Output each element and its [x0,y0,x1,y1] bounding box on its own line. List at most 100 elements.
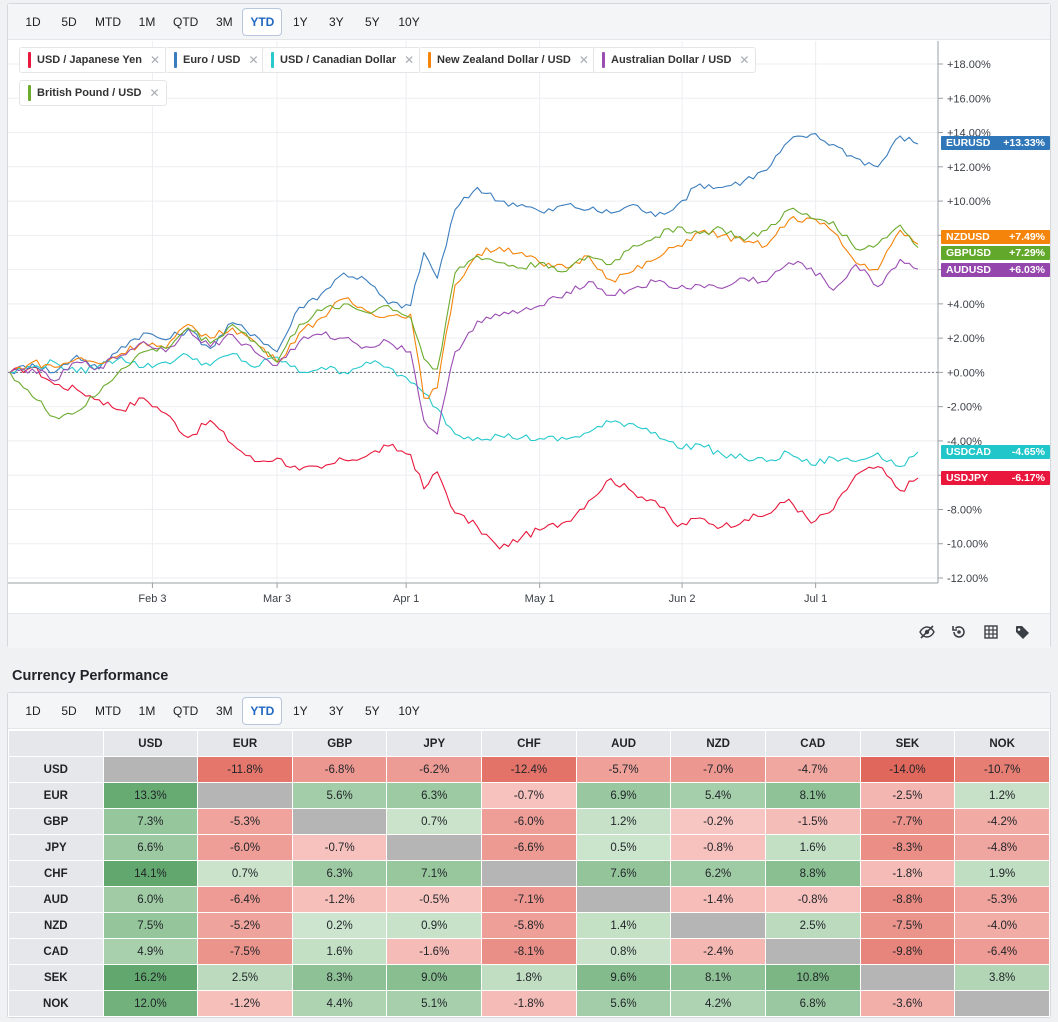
legend-item[interactable]: New Zealand Dollar / USD ✕ [419,47,596,73]
column-header[interactable]: USD [102,730,199,757]
table-cell: 10.8% [764,964,861,991]
table-range-qtd-button[interactable]: QTD [173,703,199,718]
row-header: EUR [8,782,104,809]
table-row: CAD 4.9% -7.5% 1.6% -1.6% -8.1% 0.8% -2.4% -9.8%… [8,938,1050,965]
table-range-selector: 1D 5D MTD 1M QTD 3M YTD 1Y 3Y 5Y 10Y [8,693,1050,729]
chart-range-3m-button[interactable]: 3M [216,14,233,29]
table-row: USD -11.8% -6.8% -6.2% -12.4% -5.7% -7.0% -4.7%… [8,756,1050,783]
legend-item[interactable]: British Pound / USD ✕ [19,80,167,106]
y-tick-label: +2.00% [947,333,985,345]
end-tag-code: USDCAD [946,446,991,458]
table-cell: -7.5% [197,938,293,965]
table-cell: 9.6% [575,964,672,991]
column-header[interactable]: NZD [670,730,766,757]
row-header: SEK [8,964,104,991]
chart-range-5y-button[interactable]: 5Y [365,14,380,29]
column-header[interactable]: JPY [386,730,483,757]
table-cell: 6.8% [764,990,861,1017]
chart-toolbar [8,613,1050,648]
legend-remove-icon[interactable]: ✕ [404,53,415,67]
chart-range-1y-button[interactable]: 1Y [293,14,308,29]
legend-remove-icon[interactable]: ✕ [739,53,750,67]
chart-series-group [9,133,919,550]
table-range-1y-button[interactable]: 1Y [293,703,308,718]
table-cell: -5.3% [197,808,293,835]
table-cell: -4.0% [954,912,1050,939]
end-tag-value: -4.65% [1011,446,1045,458]
table-cell: 1.6% [291,938,388,965]
legend-item[interactable]: Australian Dollar / USD ✕ [593,47,757,73]
legend-remove-icon[interactable]: ✕ [149,53,161,67]
series-line-eurusd[interactable] [9,133,919,375]
column-header[interactable]: NOK [954,730,1050,757]
series-line-audusd[interactable] [9,258,919,435]
series-line-usdjpy[interactable] [9,366,919,550]
table-cell: -2.5% [859,782,956,809]
table-cell: 0.7% [197,860,293,887]
chart-range-10y-button[interactable]: 10Y [398,14,420,29]
legend-swatch [174,52,177,68]
column-header[interactable]: CHF [481,730,577,757]
row-header: CHF [8,860,104,887]
hide-series-icon[interactable] [919,624,935,640]
end-tag-code: GBPUSD [946,247,991,259]
y-tick-label: +16.00% [947,93,991,105]
table-range-5d-button[interactable]: 5D [61,703,77,718]
table-cell-self [954,990,1050,1017]
chart-grid [8,41,938,583]
row-header: CAD [8,938,104,965]
chart-range-mtd-button[interactable]: MTD [95,14,121,29]
end-value-tag-nzdusd: NZDUSD +7.49% [941,230,1050,244]
legend-item[interactable]: USD / Canadian Dollar ✕ [262,47,422,73]
currency-performance-panel: 1D 5D MTD 1M QTD 3M YTD 1Y 3Y 5Y 10Y USD EUR GBP JPY C… [7,692,1051,1018]
table-range-1m-button[interactable]: 1M [138,703,156,718]
table-cell: 8.1% [670,964,766,991]
end-tag-value: +7.49% [1009,231,1045,243]
column-header[interactable]: EUR [197,730,293,757]
chart-range-3y-button[interactable]: 3Y [329,14,344,29]
series-line-gbpusd[interactable] [9,207,919,420]
y-tick-label: +10.00% [947,196,991,208]
table-cell: 6.2% [670,860,766,887]
chart-axes: +18.00%+16.00%+14.00%+12.00%+10.00%+8.00… [8,41,991,605]
row-header: USD [8,756,104,783]
column-header[interactable]: CAD [764,730,861,757]
chart-range-1d-button[interactable]: 1D [25,14,41,29]
chart-range-1m-button[interactable]: 1M [138,14,156,29]
table-cell: -7.0% [670,756,766,783]
table-range-10y-button[interactable]: 10Y [398,703,420,718]
table-range-3m-button[interactable]: 3M [216,703,233,718]
chart-range-qtd-button[interactable]: QTD [173,14,199,29]
legend-item[interactable]: Euro / USD ✕ [165,47,266,73]
reset-zoom-icon[interactable] [951,624,967,640]
legend-remove-icon[interactable]: ✕ [248,53,259,67]
table-range-5y-button[interactable]: 5Y [365,703,380,718]
table-cell: 6.0% [102,886,199,913]
series-line-usdcad[interactable] [10,352,919,468]
column-header[interactable]: AUD [575,730,672,757]
table-range-ytd-button[interactable]: YTD [242,696,283,725]
legend-remove-icon[interactable]: ✕ [149,86,160,100]
series-line-nzdusd[interactable] [9,215,919,400]
legend-remove-icon[interactable]: ✕ [578,53,589,67]
table-cell: 9.0% [386,964,483,991]
table-cell-self [291,808,388,835]
column-header[interactable]: SEK [859,730,956,757]
end-tag-code: EURUSD [946,137,991,149]
column-header[interactable]: GBP [291,730,388,757]
tag-icon[interactable] [1014,624,1030,640]
table-range-1d-button[interactable]: 1D [25,703,41,718]
table-range-3y-button[interactable]: 3Y [329,703,344,718]
legend-item[interactable]: USD / Japanese Yen ✕ [19,47,168,73]
table-cell-self [197,782,293,809]
table-range-mtd-button[interactable]: MTD [95,703,121,718]
table-row: EUR 13.3% 5.6% 6.3% -0.7% 6.9% 5.4% 8.1% -2.5% 1.… [8,782,1050,809]
chart-range-5d-button[interactable]: 5D [61,14,77,29]
row-header: NOK [8,990,104,1017]
legend-label: Euro / USD [183,54,241,66]
chart-range-ytd-button[interactable]: YTD [242,7,283,36]
y-tick-label: +18.00% [947,59,991,71]
end-tag-value: +13.33% [1003,137,1045,149]
grid-toggle-icon[interactable] [983,624,999,640]
currency-performance-title: Currency Performance [12,668,169,684]
